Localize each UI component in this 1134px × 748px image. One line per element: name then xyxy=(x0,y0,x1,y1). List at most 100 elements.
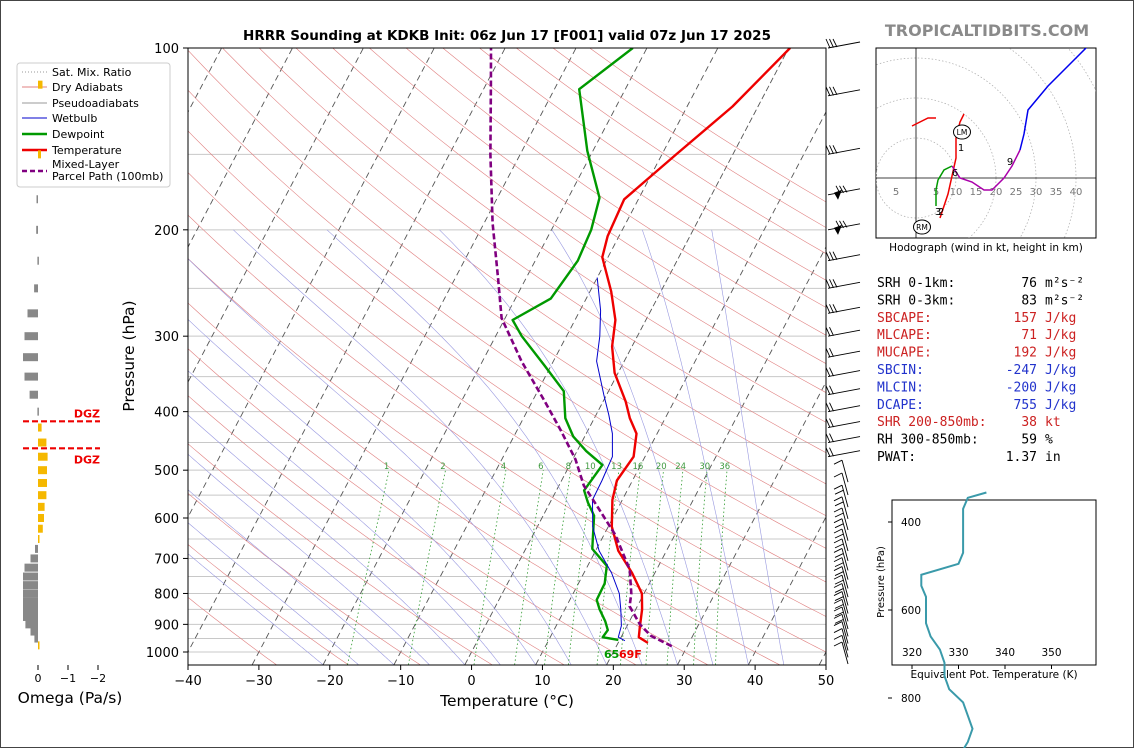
wind-barb xyxy=(825,385,861,396)
y-axis-label: Pressure (hPa) xyxy=(120,300,138,411)
dry-adiabat xyxy=(188,172,826,617)
theta-e-x-tick-label: 350 xyxy=(1041,647,1061,659)
wind-barb-shaft xyxy=(841,606,849,630)
wind-barb-feather xyxy=(834,533,844,539)
indices-table: SRH 0-1km: 76 m²s⁻² SRH 0-3km: 83 m²s⁻² SBCAPE… xyxy=(877,276,1084,465)
index-unit: J/kg xyxy=(1045,398,1076,413)
omega-bar xyxy=(23,581,38,590)
omega-panel: Omega (Pa/s) DGZ DGZ 0 −1 −2 xyxy=(18,80,122,707)
x-tick-label: −30 xyxy=(245,674,272,689)
wind-barb-feather xyxy=(829,347,834,357)
index-value: 38 xyxy=(1021,415,1037,430)
skewt-plot-area xyxy=(188,48,826,665)
dry-adiabat xyxy=(405,48,826,336)
wind-barb-feather xyxy=(835,220,841,229)
isotherm xyxy=(535,111,826,665)
pseudoadiabat xyxy=(711,229,785,665)
x-axis-label: Temperature (°C) xyxy=(439,692,574,710)
wind-barb xyxy=(833,472,849,496)
hodograph-tick-label: 35 xyxy=(1050,187,1063,198)
hodograph-tick-label: 15 xyxy=(970,187,983,198)
wind-barb-shaft xyxy=(841,583,849,606)
wind-barb-shaft xyxy=(841,614,849,637)
wind-barb-feather xyxy=(825,433,831,443)
y-tick-label: 600 xyxy=(154,512,179,527)
wind-barb-feather xyxy=(829,385,834,395)
omega-bar xyxy=(25,620,38,629)
omega-bar xyxy=(38,491,47,500)
mixing-ratio-label: 4 xyxy=(501,462,506,472)
y-tick-label: 200 xyxy=(154,224,179,239)
wind-barb xyxy=(833,621,849,644)
pseudoadiabat xyxy=(188,319,536,665)
wind-barb xyxy=(825,447,861,458)
legend-box xyxy=(16,62,171,188)
index-unit: kt xyxy=(1045,415,1061,430)
wind-barb-feather xyxy=(833,507,843,513)
hodograph-tick-label: 20 xyxy=(990,187,1003,198)
wind-barb-shaft xyxy=(841,496,849,519)
omega-bar xyxy=(27,309,38,318)
index-label: SRH 0-1km: xyxy=(877,276,955,291)
omega-bar xyxy=(38,534,40,543)
omega-bar xyxy=(23,605,38,614)
wind-barb-feather xyxy=(825,251,831,261)
wind-barb xyxy=(833,507,849,531)
isotherm xyxy=(188,48,293,248)
hodograph-segment xyxy=(1019,48,1088,151)
wind-barb xyxy=(833,528,849,552)
wind-barb-feather xyxy=(829,251,834,261)
dry-adiabat xyxy=(258,48,826,454)
wind-barb-feather xyxy=(833,621,843,626)
omega-x-tick-label: −2 xyxy=(90,672,106,685)
skewt-frame xyxy=(187,47,827,666)
wind-barb-feather xyxy=(833,538,843,544)
dry-adiabat xyxy=(188,544,349,665)
wind-barb-feather xyxy=(825,326,831,337)
mixing-ratio-label: 2 xyxy=(440,462,445,472)
wind-barb-feather xyxy=(834,562,844,568)
wind-barb xyxy=(833,591,849,614)
omega-bar xyxy=(23,597,38,606)
hodograph-tick-label: 5 xyxy=(893,187,899,198)
omega-x-tick-label: 0 xyxy=(35,672,42,685)
wind-barb-feather xyxy=(833,518,843,524)
omega-bar xyxy=(38,524,43,533)
omega-bar xyxy=(24,332,38,341)
wind-barb-feather xyxy=(833,634,843,640)
index-label: DCAPE: xyxy=(877,398,924,413)
storm-motion-marker xyxy=(953,124,971,140)
index-value: 755 xyxy=(1014,398,1037,413)
hodograph-tick-label: 25 xyxy=(1010,187,1023,198)
mixing-ratio-label: 10 xyxy=(585,462,596,472)
dry-adiabat xyxy=(188,348,636,665)
mixing-ratio-label: 36 xyxy=(719,462,730,472)
wind-barb xyxy=(833,548,849,571)
wind-barb-feather xyxy=(829,418,834,428)
surface-temperature-label: 69F xyxy=(619,648,642,661)
wind-barb xyxy=(833,538,849,562)
wind-barb-feather xyxy=(832,304,838,313)
y-tick-label: 500 xyxy=(154,464,179,479)
wind-barb-feather xyxy=(829,402,834,412)
isotherm xyxy=(188,48,435,518)
legend-sat-mix-ratio-label: Sat. Mix. Ratio xyxy=(52,66,132,79)
index-label: MLCIN: xyxy=(877,380,924,395)
omega-bar xyxy=(38,641,40,650)
omega-bar xyxy=(38,150,41,159)
theta-e-panel: Equivalent Pot. Temperature (K) Pressure… xyxy=(876,491,1097,748)
theta-e-x-tick-label: 320 xyxy=(902,647,922,659)
wind-barb-feather xyxy=(832,145,838,154)
index-unit: J/kg xyxy=(1045,346,1076,361)
wind-barb-feather xyxy=(829,38,834,48)
index-value: -247 xyxy=(1006,363,1037,378)
wind-barb-feather xyxy=(825,279,831,289)
dry-adiabat xyxy=(188,395,565,665)
wind-barb xyxy=(833,613,849,637)
dry-adiabat xyxy=(442,48,826,308)
wind-barb-feather xyxy=(832,279,838,288)
wind-barb-feather xyxy=(832,86,838,96)
wind-barb-flag xyxy=(834,189,842,200)
dry-adiabat xyxy=(188,596,277,665)
